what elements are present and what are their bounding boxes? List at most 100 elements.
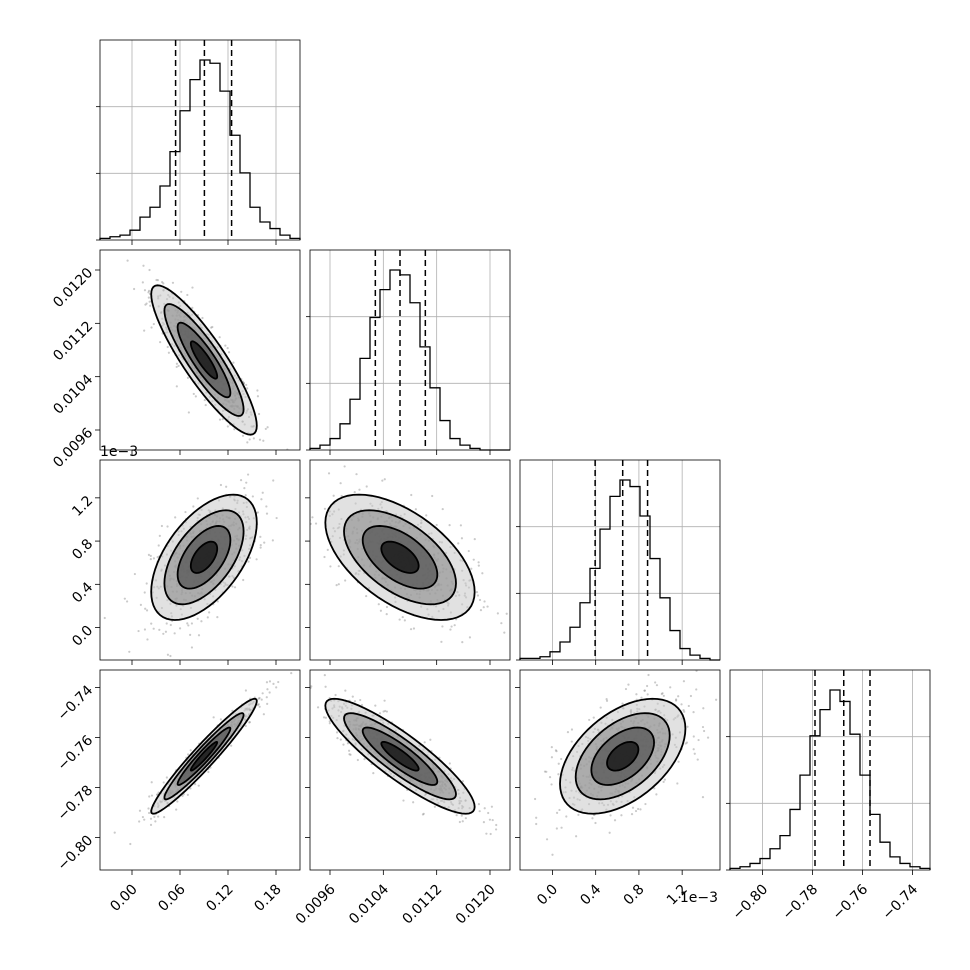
scatter-point bbox=[637, 807, 640, 811]
scatter-point bbox=[660, 692, 663, 696]
scatter-point bbox=[609, 814, 612, 817]
scatter-point bbox=[663, 778, 667, 781]
scatter-point bbox=[310, 522, 312, 525]
scatter-point bbox=[275, 686, 278, 689]
scatter-point bbox=[683, 710, 686, 713]
scatter-point bbox=[262, 439, 265, 442]
scatter-point bbox=[149, 558, 152, 561]
scatter-point bbox=[675, 699, 678, 702]
scatter-point bbox=[276, 455, 278, 457]
scatter-point bbox=[259, 535, 262, 538]
scatter-point bbox=[348, 749, 351, 752]
scatter-point bbox=[677, 760, 680, 763]
scatter-point bbox=[344, 689, 347, 692]
contour-line-2 bbox=[163, 712, 245, 801]
contour-line-1 bbox=[176, 321, 232, 399]
scatter-point bbox=[219, 718, 223, 721]
scatter-point bbox=[570, 728, 574, 731]
scatter-point bbox=[210, 326, 213, 329]
scatter-point bbox=[482, 606, 485, 609]
scatter-point bbox=[605, 698, 608, 701]
scatter-point bbox=[256, 389, 259, 392]
contour-line-1 bbox=[361, 726, 439, 786]
contour-line-2 bbox=[163, 509, 245, 606]
scatter-point bbox=[477, 802, 480, 806]
scatter-point bbox=[621, 702, 624, 705]
scatter-point bbox=[470, 567, 473, 570]
scatter-point bbox=[323, 507, 327, 510]
scatter-point bbox=[150, 326, 153, 329]
scatter-point bbox=[244, 494, 247, 497]
scatter-point bbox=[487, 811, 490, 815]
scatter-point bbox=[324, 716, 327, 719]
scatter-point bbox=[365, 485, 368, 488]
scatter-point bbox=[643, 689, 646, 692]
scatter-point bbox=[696, 758, 699, 761]
scatter-point bbox=[722, 755, 724, 757]
scatter-point bbox=[385, 605, 389, 609]
scatter-point bbox=[156, 556, 159, 559]
scatter-point bbox=[505, 612, 508, 615]
scatter-point bbox=[145, 609, 149, 612]
scatter-point bbox=[429, 738, 432, 741]
scatter-point bbox=[255, 558, 258, 561]
scatter-point bbox=[669, 686, 672, 689]
scatter-point bbox=[684, 742, 687, 745]
scatter-point bbox=[643, 689, 646, 692]
scatter-point bbox=[379, 609, 382, 612]
scatter-point bbox=[486, 605, 489, 608]
scatter-point bbox=[260, 498, 263, 501]
scatter-point bbox=[216, 600, 219, 603]
scatter-point bbox=[227, 351, 231, 354]
density-fill-0 bbox=[190, 341, 218, 379]
scatter-point bbox=[129, 842, 132, 846]
scatter-point bbox=[128, 650, 131, 653]
scatter-point bbox=[695, 670, 698, 672]
scatter-point bbox=[297, 701, 299, 703]
scatter-point bbox=[327, 472, 331, 475]
scatter-point bbox=[421, 813, 425, 816]
xtick-label-0-0: 0.00 bbox=[107, 881, 140, 914]
scatter-point bbox=[161, 281, 164, 284]
contour-line-3 bbox=[559, 697, 687, 815]
scatter-point bbox=[468, 636, 472, 639]
scatter-point bbox=[258, 438, 262, 441]
scatter-point bbox=[133, 287, 136, 291]
panel-frame-1-0 bbox=[99, 249, 301, 451]
scatter-point bbox=[139, 603, 142, 606]
scatter-point bbox=[147, 291, 150, 294]
scatter-point bbox=[300, 527, 302, 529]
scatter-point bbox=[143, 329, 146, 332]
xtick-label-2-1: 0.4 bbox=[577, 881, 604, 908]
scatter-point bbox=[241, 434, 245, 437]
scatter-point bbox=[503, 631, 506, 634]
ytick-label-2-3: 1.2 bbox=[69, 493, 96, 520]
scatter-point bbox=[441, 625, 444, 628]
panel-content-3-2 bbox=[533, 670, 724, 856]
contour-line-3 bbox=[324, 493, 476, 621]
ytick-label-3-0: −0.80 bbox=[55, 832, 97, 874]
scatter-point bbox=[169, 623, 172, 627]
density-fill-0 bbox=[190, 541, 218, 573]
scatter-point bbox=[146, 638, 149, 641]
hist-panel-0 bbox=[96, 39, 301, 241]
panel-frame-3-1 bbox=[309, 669, 511, 871]
scatter-point bbox=[219, 483, 223, 487]
contour-line-0 bbox=[606, 740, 640, 772]
scatter-point bbox=[385, 613, 388, 616]
contour-line-2 bbox=[343, 509, 457, 606]
scatter-point bbox=[148, 795, 151, 798]
contour-line-0 bbox=[380, 540, 420, 574]
ytick-label-3-1: −0.78 bbox=[55, 782, 97, 824]
hist-step-1 bbox=[309, 269, 510, 451]
scatter-point bbox=[640, 696, 643, 699]
panel-frame-2-0 bbox=[99, 459, 301, 661]
scatter-point bbox=[186, 753, 190, 756]
scatter-point bbox=[482, 821, 486, 824]
scatter-point bbox=[156, 279, 159, 282]
scatter-point bbox=[290, 672, 293, 675]
panel-3-1 bbox=[297, 669, 511, 871]
xtick-label-1-2: 0.0112 bbox=[399, 881, 445, 927]
scatter-point bbox=[496, 612, 499, 615]
scatter-point bbox=[535, 822, 538, 826]
